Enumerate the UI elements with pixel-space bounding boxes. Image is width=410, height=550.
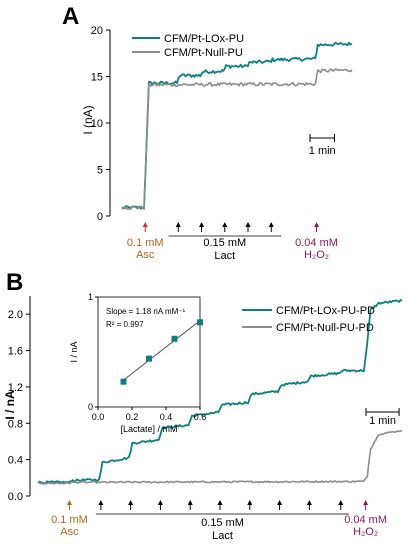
y-tick-label: 15 (91, 72, 103, 84)
inset-y-tick-label: 1 (88, 292, 93, 302)
addition-label: H₂O₂ (353, 526, 378, 538)
group-label: 0.15 mM (203, 237, 246, 249)
panel-a-traces (121, 41, 353, 210)
scale-bar-label: 1 min (309, 145, 336, 157)
inset-y-label: I / nA (69, 341, 79, 362)
legend-label-null: CFM/Pt-Null-PU (164, 47, 243, 59)
inset-fit-line (121, 318, 203, 382)
legend-label-lox-pd: CFM/Pt-LOx-PU-PD (276, 305, 375, 317)
y-tick-label: 1.6 (8, 346, 23, 358)
addition-arrow-head (306, 500, 312, 505)
addition-label: 0.04 mM (344, 514, 387, 526)
addition-arrow-head (363, 500, 369, 505)
panel-b-traces (37, 298, 403, 485)
addition-arrow-head (314, 222, 320, 227)
inset-point (197, 319, 203, 326)
legend-label-lox: CFM/Pt-LOx-PU (164, 33, 244, 45)
y-tick-label: 0.4 (8, 455, 23, 467)
panel-b-scale-bar: 1 min (365, 408, 400, 427)
y-tick-label: 5 (97, 165, 103, 177)
addition-label: H₂O₂ (304, 249, 329, 261)
inset-x-label: [Lactate] / mM (120, 424, 177, 434)
panel-b-y-label: I / nA (3, 390, 17, 420)
y-tick-label: 0.0 (8, 491, 23, 503)
inset-points (120, 319, 203, 385)
y-tick-label: 10 (91, 118, 103, 130)
addition-arrow-head (128, 500, 134, 505)
inset-chart: Slope = 1.18 nA mM⁻¹ R² = 0.997 I / nA [… (69, 292, 206, 434)
addition-arrow-head (247, 500, 253, 505)
panel-a-label: A (62, 3, 79, 30)
inset-x-tick-label: 0.2 (126, 412, 139, 422)
inset-x-tick-label: 0.0 (92, 412, 105, 422)
addition-arrow-head (217, 500, 223, 505)
trace-null (37, 429, 403, 485)
addition-label: Asc (136, 249, 155, 261)
inset-ticks: 0.0 0.2 0.4 0.6 0 1 (88, 292, 206, 422)
inset-fit (121, 318, 203, 382)
y-tick-label: 20 (91, 25, 103, 37)
panel-a-y-label: I (nA) (81, 105, 95, 134)
addition-label: 0.1 mM (51, 514, 88, 526)
addition-arrow-head (142, 222, 148, 227)
inset-frame (97, 296, 201, 408)
y-tick-label: 0 (97, 211, 103, 223)
trace-lox (37, 298, 403, 485)
inset-point (120, 378, 127, 385)
panel-b: B 0.0 0.4 0.8 1.2 1.6 2.0 I / nA CFM/Pt-LOx-P… (3, 269, 403, 542)
inset-x-tick-label: 0.4 (160, 412, 173, 422)
y-tick-label: 0.8 (8, 418, 23, 430)
group-label: Lact (214, 250, 235, 262)
inset-point (171, 335, 178, 342)
trace-lox (121, 41, 353, 210)
panel-b-y-axis: 0.0 0.4 0.8 1.2 1.6 2.0 (8, 296, 31, 503)
addition-arrow-head (268, 222, 274, 227)
inset-slope-text: Slope = 1.18 nA mM⁻¹ (106, 307, 185, 316)
panel-b-legend: CFM/Pt-LOx-PU-PD CFM/Pt-Null-PU-PD (242, 305, 375, 334)
addition-arrow-head (157, 500, 163, 505)
panel-a: A 0 5 10 15 20 I (nA) CFM/Pt-LOx-PU CFM/Pt-N… (62, 3, 353, 262)
panel-b-label: B (6, 269, 23, 296)
addition-arrow-head (277, 500, 283, 505)
addition-arrow-head (338, 500, 344, 505)
panel-a-scale-bar: 1 min (309, 134, 336, 157)
panel-a-legend: CFM/Pt-LOx-PU CFM/Pt-Null-PU (132, 33, 244, 59)
addition-label: 0.1 mM (127, 237, 164, 249)
inset-r2-text: R² = 0.997 (106, 320, 144, 329)
addition-arrow-head (187, 500, 193, 505)
addition-arrow-head (222, 222, 228, 227)
addition-arrow-head (66, 500, 72, 505)
inset-y-tick-label: 0 (88, 402, 93, 412)
addition-arrow-head (245, 222, 251, 227)
inset-x-tick-label: 0.6 (194, 412, 207, 422)
inset-point (146, 355, 152, 362)
trace-null (121, 68, 353, 210)
legend-label-null-pd: CFM/Pt-Null-PU-PD (276, 322, 374, 334)
group-label: 0.15 mM (201, 517, 244, 529)
addition-arrow-head (98, 500, 104, 505)
addition-arrow-head (199, 222, 205, 227)
y-tick-label: 1.2 (8, 382, 23, 394)
addition-label: Asc (60, 526, 79, 538)
group-label: Lact (212, 530, 233, 542)
y-tick-label: 2.0 (8, 309, 23, 321)
panel-a-y-axis: 0 5 10 15 20 (91, 25, 111, 223)
scale-bar-label: 1 min (369, 415, 396, 427)
addition-label: 0.04 mM (295, 237, 338, 249)
addition-arrow-head (175, 222, 181, 227)
